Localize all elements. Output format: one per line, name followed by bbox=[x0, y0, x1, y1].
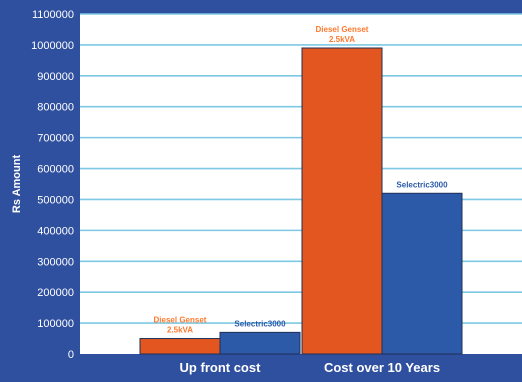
diesel-bar-label: 2.5kVA bbox=[167, 326, 193, 335]
y-tick-label: 1000000 bbox=[31, 40, 74, 52]
selectric-bar bbox=[381, 192, 463, 355]
diesel-bar bbox=[301, 47, 383, 355]
y-tick-label: 700000 bbox=[37, 133, 74, 145]
diesel-bar bbox=[139, 338, 221, 355]
y-tick-label: 500000 bbox=[37, 194, 74, 206]
selectric-bar-label: Selectric3000 bbox=[396, 180, 448, 189]
diesel-bar-label: Diesel Genset bbox=[154, 316, 207, 325]
y-axis-ticks: 0 100000 200000 300000 400000 500000 600000 700… bbox=[31, 9, 74, 361]
y-tick-label: 300000 bbox=[37, 256, 74, 268]
y-tick-label: 900000 bbox=[37, 71, 74, 83]
x-tick-label: Up front cost bbox=[180, 360, 262, 375]
selectric-bar bbox=[219, 331, 301, 355]
x-axis-ticks: Up front cost Cost over 10 Years bbox=[180, 360, 441, 375]
bars bbox=[139, 47, 463, 355]
x-tick-label: Cost over 10 Years bbox=[324, 360, 440, 375]
y-axis-label: Rs Amount bbox=[11, 155, 23, 214]
selectric-bar-label: Selectric3000 bbox=[234, 319, 286, 328]
y-tick-label: 100000 bbox=[37, 318, 74, 330]
diesel-bar-label: Diesel Genset bbox=[316, 25, 369, 34]
y-tick-label: 400000 bbox=[37, 225, 74, 237]
y-tick-label: 200000 bbox=[37, 287, 74, 299]
y-tick-label: 1100000 bbox=[32, 9, 74, 21]
y-tick-label: 800000 bbox=[37, 102, 74, 114]
diesel-bar-label: 2.5kVA bbox=[329, 35, 355, 44]
y-tick-label: 600000 bbox=[37, 164, 74, 176]
y-tick-label: 0 bbox=[68, 349, 74, 361]
